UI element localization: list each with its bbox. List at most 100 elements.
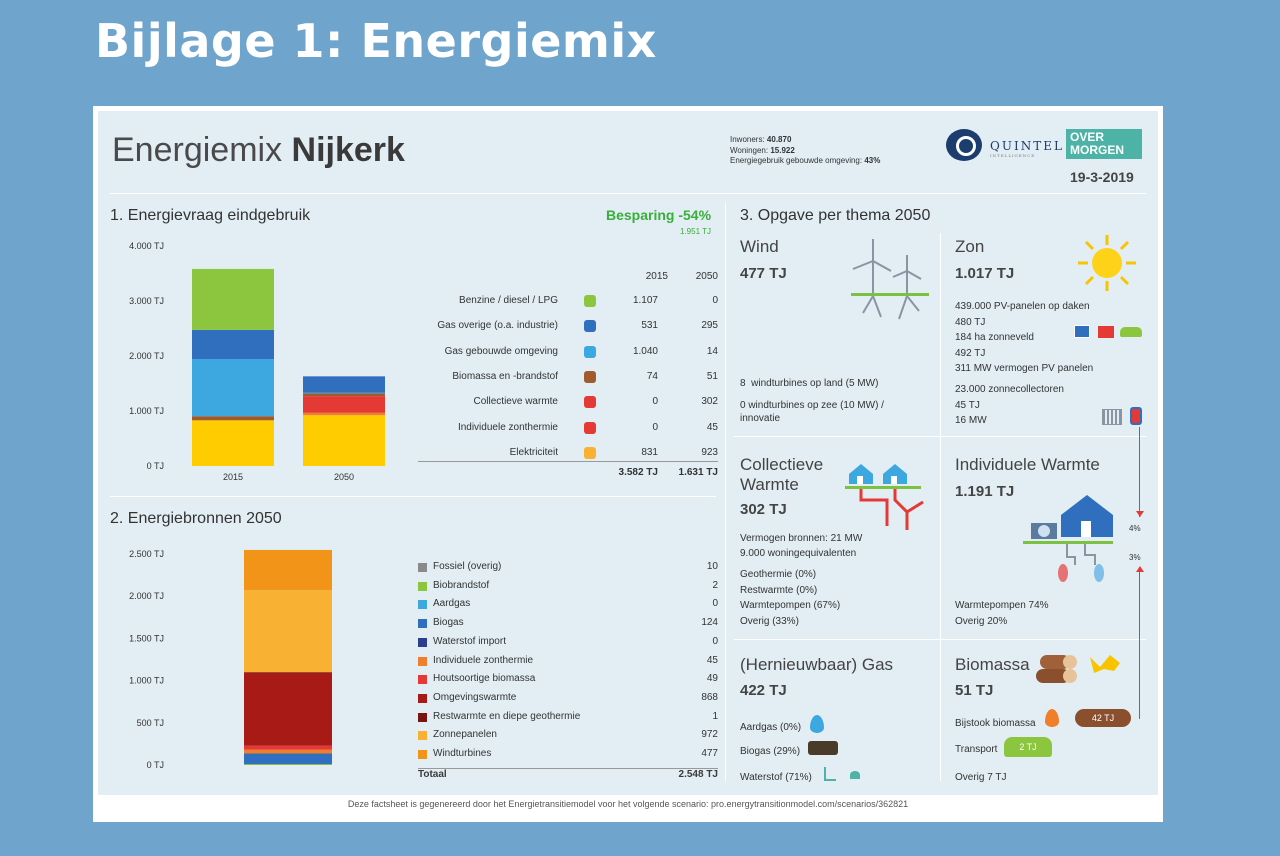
divider-right-2 [734, 639, 1146, 640]
woningen-value: 15.922 [770, 145, 795, 155]
collectief-woningequivalenten: 9.000 woningequivalenten [740, 548, 857, 559]
individueel-pct-bottom: 3% [1129, 553, 1141, 562]
demand-row-2050: 302 [701, 396, 718, 408]
bar-segment [244, 753, 332, 764]
zon-vermogen: 311 MW vermogen PV panelen [955, 363, 1094, 374]
demand-row-2015: 831 [641, 446, 658, 458]
legend-value: 868 [701, 691, 718, 703]
demand-row: Gas gebouwde omgeving 1.040 14 [418, 345, 718, 360]
demand-total-line [418, 461, 718, 462]
legend-item: Biobrandstof 2 [418, 580, 718, 594]
demand-row: Gas overige (o.a. industrie) 531 295 [418, 320, 718, 334]
y-tick-label: 1.000 TJ [129, 406, 164, 416]
hydrogen-turbine-icon [824, 767, 836, 781]
divider-left-mid [110, 496, 716, 497]
legend-value: 972 [701, 729, 718, 741]
quintel-logo-sub: INTELLIGENCE [990, 153, 1036, 158]
legend-swatch [418, 731, 427, 741]
collectief-geothermie: Geothermie (0%) [740, 569, 817, 580]
collectief-title: Collectieve Warmte [740, 455, 823, 495]
wind-title: Wind [740, 237, 779, 256]
bar-segment [303, 392, 385, 394]
legend-swatch [418, 637, 427, 647]
demand-row-2015: 1.040 [632, 345, 658, 357]
arrow-up-icon [1136, 566, 1144, 572]
wood-logs-icon [1036, 655, 1120, 683]
y-tick-label: 500 TJ [137, 718, 164, 728]
solar-panel-icon [1074, 325, 1090, 338]
bar-segment [303, 376, 385, 393]
y-tick-label: 0 TJ [147, 760, 164, 770]
wind-innovatie: innovatie [740, 413, 781, 424]
legend-value: 477 [701, 748, 718, 759]
bar-segment [192, 420, 274, 466]
legend-value: 2 [712, 579, 718, 591]
factsheet-date: 19-3-2019 [1070, 169, 1134, 185]
quintel-logo: QUINTEL INTELLIGENCE [990, 139, 1064, 158]
total-2015: 3.582 TJ [618, 467, 658, 478]
sources-total-row: Totaal 2.548 TJ [418, 769, 718, 780]
legend-value: 124 [701, 617, 718, 629]
legend-swatch [418, 600, 427, 610]
y-tick-label: 0 TJ [147, 461, 164, 471]
bar-segment [244, 549, 332, 591]
meta-info: Inwoners: 40.870 Woningen: 15.922 Energi… [730, 135, 880, 167]
legend-swatch [418, 581, 427, 591]
bar-segment [244, 749, 332, 754]
divider-vertical [725, 203, 726, 781]
inwoners-label: Inwoners: [730, 135, 765, 144]
legend-label: Aardgas [433, 598, 471, 610]
individueel-title: Individuele Warmte [955, 455, 1100, 474]
zon-collectoren-mw: 16 MW [955, 415, 987, 426]
demand-row-2015: 74 [646, 370, 658, 382]
legend-label: Individuele zonthermie [433, 654, 534, 666]
col-2015-header: 2015 [645, 271, 668, 282]
heat-pump-house-icon [1023, 495, 1113, 582]
om-line2: MORGEN [1070, 143, 1124, 157]
besparing-label: Besparing -54% [606, 207, 712, 223]
section3-title: 3. Opgave per thema 2050 [740, 207, 931, 224]
demand-row-2050: 45 [706, 421, 718, 433]
collectief-overig: Overig (33%) [740, 615, 799, 627]
thermometer-icon [584, 421, 596, 434]
individueel-lines: Warmtepompen 74% Overig 20% [955, 598, 1049, 629]
demand-row: Biomassa en -brandstof 74 51 [418, 370, 718, 385]
hydrogen-flame-icon [850, 771, 860, 779]
demand-row: Individuele zonthermie 0 45 [418, 421, 718, 436]
zon-zonneveld: 184 ha zonneveld [955, 332, 1034, 343]
legend-label: Waterstof import [433, 635, 506, 647]
biomassa-overig: Overig 7 TJ [955, 772, 1007, 783]
arrow-up-line [1139, 571, 1140, 719]
bar-segment [244, 745, 332, 750]
lightning-icon [584, 446, 596, 459]
legend-item: Fossiel (overig) 10 [418, 561, 718, 575]
legend-swatch [418, 563, 427, 572]
y-tick-label: 1.000 TJ [129, 676, 164, 686]
individueel-pct-top: 4% [1129, 524, 1141, 533]
sources-bar-chart: 0 TJ 500 TJ 1.000 TJ 1.500 TJ 2.000 TJ 2.500 … [129, 549, 332, 770]
wind-sea-text: 0 windturbines op zee (10 MW) / [740, 400, 884, 411]
quintel-logo-icon [946, 129, 982, 161]
legend-item: Waterstof import 0 [418, 636, 718, 650]
collectief-warmtepompen: Warmtepompen (67%) [740, 600, 841, 611]
om-line1: OVER [1070, 130, 1105, 144]
bar-segment [244, 672, 332, 674]
zon-lines-a: 439.000 PV-panelen op daken 480 TJ 184 h… [955, 299, 1093, 377]
collectief-value: 302 TJ [740, 501, 787, 518]
besparing-tj: 1.951 TJ [680, 227, 711, 236]
car-icon [584, 295, 596, 307]
demand-row: Benzine / diesel / LPG 1.107 0 [418, 295, 718, 309]
section1-title: 1. Energievraag eindgebruik [110, 207, 311, 224]
legend-swatch [418, 675, 427, 685]
factsheet-inner: Energiemix Nijkerk Inwoners: 40.870 Woni… [98, 111, 1158, 809]
legend-value: 45 [706, 654, 718, 666]
legend-value: 0 [712, 598, 718, 610]
legend-label: Biobrandstof [433, 579, 490, 591]
legend-swatch [418, 656, 427, 666]
bar-segment [192, 416, 274, 421]
zon-collectoren-tj: 45 TJ [955, 399, 980, 411]
demand-row-2015: 0 [652, 396, 658, 408]
gas-title: (Hernieuwbaar) Gas [740, 655, 894, 674]
legend-swatch [418, 619, 427, 629]
bar-segment [244, 763, 332, 765]
